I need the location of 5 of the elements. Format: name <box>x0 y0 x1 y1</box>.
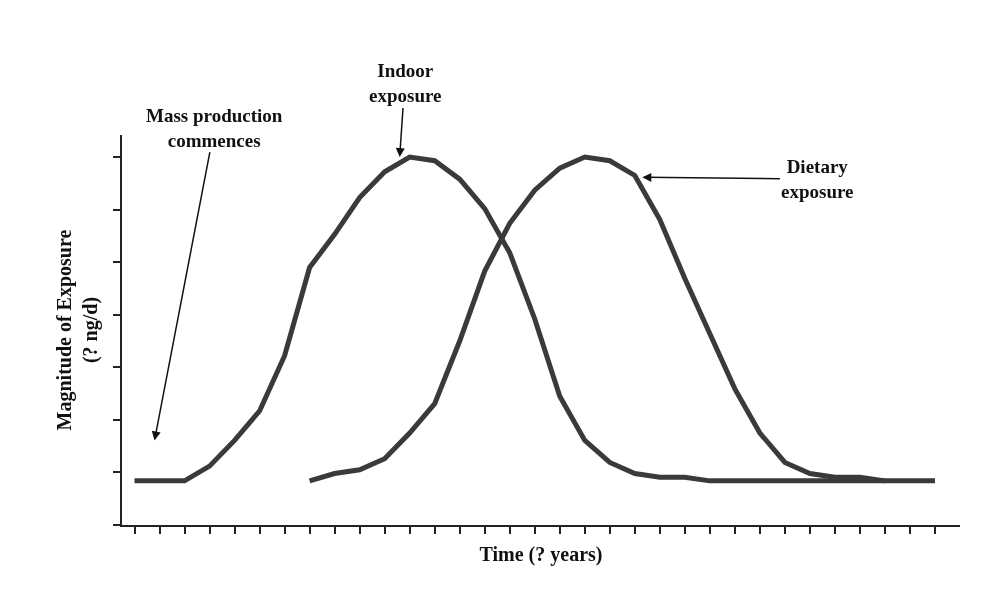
annotation: Dietary exposure <box>781 156 854 202</box>
y-axis-title: Magnitude of Exposure (? ng/d) <box>53 229 102 431</box>
text: Mass production commences <box>146 105 283 151</box>
text: Indoor exposure <box>369 60 442 106</box>
x-axis-title: Time (? years) <box>479 543 603 566</box>
